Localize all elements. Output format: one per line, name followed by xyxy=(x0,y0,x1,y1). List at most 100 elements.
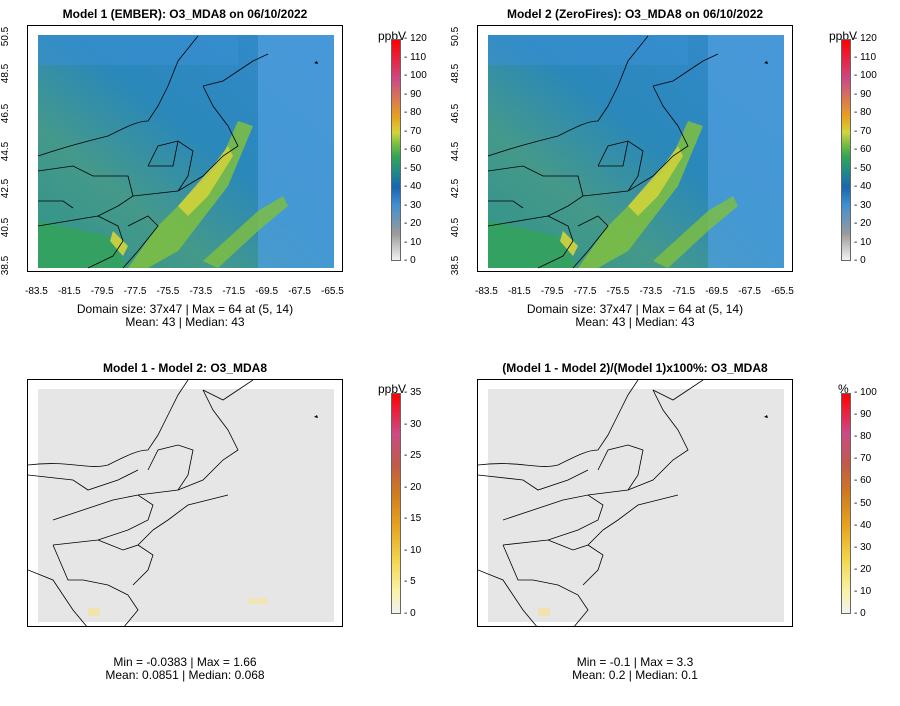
x-tick-label: -83.5 xyxy=(475,286,498,297)
colorbar-tick-label: - 110 xyxy=(854,51,877,63)
colorbar-tick-label: - 80 xyxy=(854,107,872,118)
colorbar-tick-label: - 30 xyxy=(404,199,422,211)
state-boundaries xyxy=(37,35,269,269)
colorbar-tick-label: - 60 xyxy=(854,144,872,155)
colorbar-tick-label: - 50 xyxy=(854,497,872,509)
x-tick-label: -73.5 xyxy=(189,286,213,297)
x-tick-label: -69.5 xyxy=(255,286,279,297)
colorbar-tick-label: - 30 xyxy=(404,418,422,430)
colorbar-tick-label: - 10 xyxy=(854,236,872,248)
panel2-colorbar-labels: - 120 - 110 - 100 - 90 - 80 - 70 - 60 - 50 - 40 -… xyxy=(854,33,884,266)
colorbar-tick-label: - 110 xyxy=(404,51,427,63)
colorbar-tick-label: - 10 xyxy=(404,236,422,248)
panel2-title: Model 2 (ZeroFires): O3_MDA8 on 06/10/20… xyxy=(506,7,764,21)
colorbar-tick-label: - 10 xyxy=(404,544,422,556)
panel1-stats-line2: Mean: 43 | Median: 43 xyxy=(125,315,245,329)
p2-ytick: 44.5 xyxy=(450,141,462,162)
x-tick-label: -67.5 xyxy=(288,286,311,297)
p2-ytick: 50.5 xyxy=(450,26,462,47)
colorbar-tick-label: - 90 xyxy=(854,88,872,100)
panel1-map-svg xyxy=(37,35,334,269)
p2-ytick: 38.5 xyxy=(450,255,462,276)
panel2-colorbar xyxy=(841,39,851,261)
p2-ytick: 40.5 xyxy=(450,217,462,238)
colorbar-tick-label: - 80 xyxy=(854,431,872,443)
colorbar-tick-label: - 20 xyxy=(404,481,422,493)
x-tick-label: -67.5 xyxy=(738,286,761,297)
x-tick-label: -71.5 xyxy=(222,286,246,297)
panel4-title: (Model 1 - Model 2)/(Model 1)x100%: O3_M… xyxy=(502,361,768,375)
panel2-stats-line1: Domain size: 37x47 | Max = 64 at (5, 14) xyxy=(526,302,744,316)
colorbar-tick-label: - 70 xyxy=(854,453,872,465)
colorbar-tick-label: - 5 xyxy=(404,576,416,588)
colorbar-tick-label: - 80 xyxy=(404,107,422,118)
colorbar-tick-label: - 40 xyxy=(854,181,872,192)
p1-ytick: 42.5 xyxy=(0,178,12,199)
colorbar-tick-label: - 100 xyxy=(854,387,877,398)
panel4-colorbar-labels: - 100 - 90 - 80 - 70 - 60 - 50 - 40 - 30 - 20 - 1… xyxy=(854,387,884,619)
panel3-stats: Min = -0.0383 | Max = 1.66 Mean: 0.0851 … xyxy=(27,656,343,682)
panel4-map xyxy=(477,379,793,627)
state-boundaries xyxy=(28,380,254,626)
panel1-colorbar-labels: - 120 - 110 - 100 - 90 - 80 - 70 - 60 - 50 - 40 -… xyxy=(404,33,434,266)
colorbar-tick-label: - 60 xyxy=(854,475,872,487)
p1-xticks: -83.5 -81.5 -79.5 -77.5 -75.5 -73.5 -71.5 -69.5… xyxy=(25,286,344,298)
panel2-stats: Domain size: 37x47 | Max = 64 at (5, 14)… xyxy=(477,303,793,329)
panel1-title: Model 1 (EMBER): O3_MDA8 on 06/10/2022 xyxy=(62,7,308,21)
difference-field xyxy=(38,389,334,622)
colorbar-tick-label: - 0 xyxy=(404,608,416,619)
p1-ytick: 48.5 xyxy=(0,63,12,84)
p2-ytick: 46.5 xyxy=(450,103,462,124)
colorbar-tick-label: - 35 xyxy=(404,387,422,398)
x-tick-label: -79.5 xyxy=(90,286,114,297)
x-tick-label: -77.5 xyxy=(123,286,147,297)
panel1-colorbar xyxy=(391,39,401,261)
panel3-stats-line2: Mean: 0.0851 | Median: 0.068 xyxy=(105,668,265,682)
x-tick-label: -69.5 xyxy=(705,286,729,297)
x-tick-label: -71.5 xyxy=(672,286,696,297)
x-tick-label: -65.5 xyxy=(771,286,794,297)
panel3-colorbar xyxy=(391,393,401,614)
panel4-map-svg xyxy=(478,380,784,626)
colorbar-tick-label: - 50 xyxy=(404,162,422,174)
colorbar-tick-label: - 40 xyxy=(404,181,422,192)
colorbar-tick-label: - 90 xyxy=(404,88,422,100)
panel1-stats-line1: Domain size: 37x47 | Max = 64 at (5, 14) xyxy=(76,302,294,316)
panel3-map-svg xyxy=(28,380,334,626)
p2-ytick: 48.5 xyxy=(450,63,462,84)
x-tick-label: -83.5 xyxy=(25,286,48,297)
panel4-colorbar xyxy=(841,393,851,614)
panel3-map xyxy=(27,379,343,627)
colorbar-tick-label: - 100 xyxy=(404,70,427,81)
panel2-map-svg xyxy=(487,35,784,269)
colorbar-tick-label: - 30 xyxy=(854,199,872,211)
panel3-title: Model 1 - Model 2: O3_MDA8 xyxy=(102,361,268,375)
percent-difference-field xyxy=(488,389,784,622)
panel4-stats-line2: Mean: 0.2 | Median: 0.1 xyxy=(572,668,698,682)
x-tick-label: -79.5 xyxy=(540,286,564,297)
p1-ytick: 50.5 xyxy=(0,26,12,47)
colorbar-tick-label: - 25 xyxy=(404,450,422,462)
p2-xticks: -83.5 -81.5 -79.5 -77.5 -75.5 -73.5 -71.5 -69.5… xyxy=(475,286,794,298)
x-tick-label: -77.5 xyxy=(573,286,597,297)
p2-ytick: 42.5 xyxy=(450,178,462,199)
colorbar-tick-label: - 0 xyxy=(854,608,866,619)
colorbar-tick-label: - 70 xyxy=(404,125,422,137)
colorbar-tick-label: - 10 xyxy=(854,585,872,597)
panel3-unit: ppbV xyxy=(378,382,407,396)
colorbar-tick-label: - 30 xyxy=(854,541,872,553)
colorbar-tick-label: - 20 xyxy=(854,218,872,229)
p1-ytick: 44.5 xyxy=(0,141,12,162)
panel4-stats: Min = -0.1 | Max = 3.3 Mean: 0.2 | Media… xyxy=(477,656,793,682)
colorbar-tick-label: - 20 xyxy=(404,218,422,229)
colorbar-tick-label: - 20 xyxy=(854,563,872,575)
panel3-colorbar-labels: - 35 - 30 - 25 - 20 - 15 - 10 - 5 - 0 xyxy=(404,387,434,619)
colorbar-tick-label: - 15 xyxy=(404,513,422,525)
x-tick-label: -65.5 xyxy=(321,286,344,297)
p1-ytick: 38.5 xyxy=(0,255,12,276)
x-tick-label: -75.5 xyxy=(156,286,180,297)
panel1-stats: Domain size: 37x47 | Max = 64 at (5, 14)… xyxy=(27,303,343,329)
x-tick-label: -75.5 xyxy=(606,286,630,297)
panel1-map xyxy=(27,25,343,272)
colorbar-tick-label: - 120 xyxy=(404,33,427,44)
